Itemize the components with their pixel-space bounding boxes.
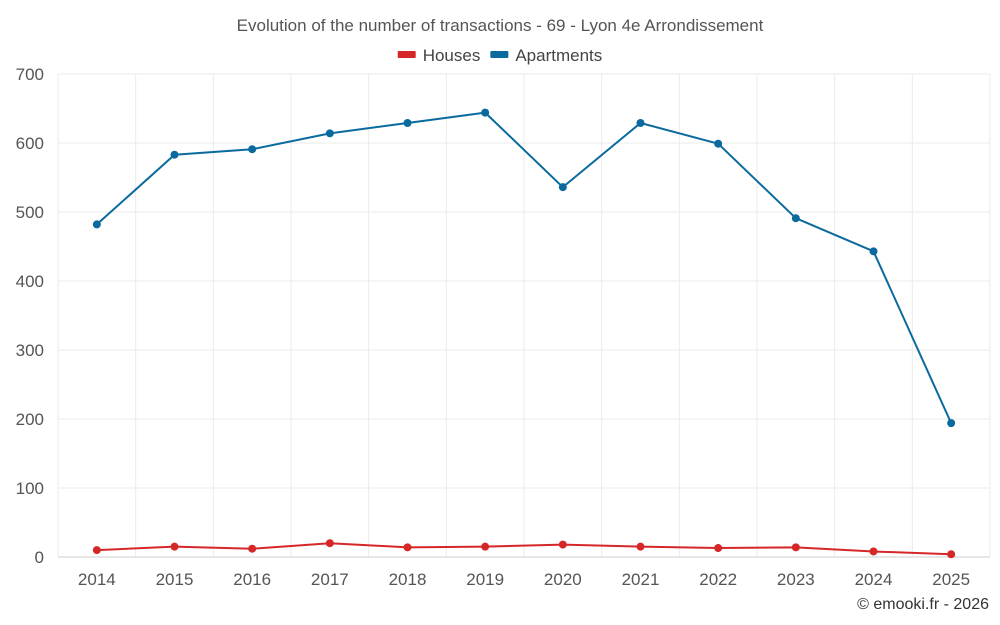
apartments-series-line: [96, 111, 953, 424]
y-tick-label: 500: [16, 203, 44, 222]
houses-data-point[interactable]: [791, 543, 800, 552]
chart-title: Evolution of the number of transactions …: [237, 16, 764, 35]
houses-data-point[interactable]: [869, 547, 878, 556]
x-tick-label: 2017: [311, 570, 349, 589]
apartments-legend-label[interactable]: Apartments: [515, 46, 602, 65]
x-tick-label: 2016: [233, 570, 271, 589]
x-tick-label: 2015: [156, 570, 194, 589]
x-tick-label: 2022: [699, 570, 737, 589]
y-tick-label: 0: [35, 548, 44, 567]
apartments-data-point[interactable]: [869, 247, 878, 256]
x-tick-label: 2014: [78, 570, 116, 589]
houses-legend-label[interactable]: Houses: [423, 46, 481, 65]
series-group: [92, 108, 956, 559]
houses-series-line: [96, 542, 952, 556]
x-tick-label: 2018: [389, 570, 427, 589]
y-tick-label: 600: [16, 134, 44, 153]
x-tick-label: 2025: [932, 570, 970, 589]
houses-data-point[interactable]: [325, 539, 334, 548]
apartments-legend-swatch: [490, 51, 509, 58]
y-tick-label: 400: [16, 272, 44, 291]
houses-data-point[interactable]: [636, 542, 645, 551]
houses-data-point[interactable]: [248, 544, 257, 553]
apartments-data-point[interactable]: [481, 108, 490, 117]
houses-data-point[interactable]: [170, 542, 179, 551]
houses-data-point[interactable]: [481, 542, 490, 551]
grid: [57, 73, 991, 558]
apartments-data-point[interactable]: [636, 118, 645, 127]
apartments-data-point[interactable]: [558, 183, 567, 192]
apartments-data-point[interactable]: [947, 419, 956, 428]
x-tick-label: 2020: [544, 570, 582, 589]
apartments-data-point[interactable]: [791, 214, 800, 223]
x-axis: 2014 2015 2016 2017 2018 2019 2020 2021 2022 2023…: [78, 570, 970, 589]
x-tick-label: 2023: [777, 570, 815, 589]
houses-data-point[interactable]: [403, 543, 412, 552]
houses-data-point[interactable]: [947, 550, 956, 559]
apartments-data-point[interactable]: [403, 118, 412, 127]
apartments-data-point[interactable]: [714, 139, 723, 148]
apartments-data-point[interactable]: [170, 150, 179, 159]
y-tick-label: 300: [16, 341, 44, 360]
legend: Houses Apartments: [397, 46, 602, 65]
x-tick-label: 2019: [466, 570, 504, 589]
x-tick-label: 2021: [622, 570, 660, 589]
houses-legend-swatch: [397, 51, 416, 58]
apartments-data-point[interactable]: [92, 220, 101, 229]
y-tick-label: 100: [16, 479, 44, 498]
houses-data-point[interactable]: [558, 540, 567, 549]
houses-data-point[interactable]: [92, 546, 101, 555]
apartments-data-point[interactable]: [325, 129, 334, 138]
y-tick-label: 700: [16, 65, 44, 84]
apartments-data-point[interactable]: [248, 145, 257, 154]
houses-data-point[interactable]: [714, 544, 723, 553]
credit-text: © emooki.fr - 2026: [857, 596, 989, 613]
x-tick-label: 2024: [855, 570, 893, 589]
y-axis: 0 100 200 300 400 500 600 700: [16, 65, 44, 567]
y-tick-label: 200: [16, 410, 44, 429]
